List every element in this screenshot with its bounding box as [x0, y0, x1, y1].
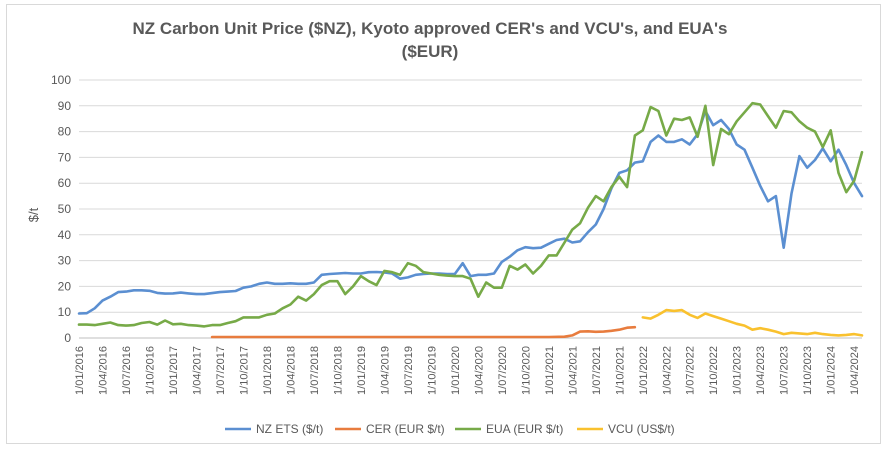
x-tick-label: 1/04/2021: [567, 346, 579, 395]
x-tick-label: 1/01/2016: [74, 346, 86, 395]
y-axis-label: $/t: [26, 207, 41, 222]
series-line-eua: [77, 101, 864, 328]
legend-label: EUA (EUR $/t): [486, 422, 563, 436]
series-line-nz: [77, 109, 864, 315]
x-tick-label: 1/04/2019: [379, 346, 391, 395]
x-tick-label: 1/04/2017: [191, 346, 203, 395]
x-tick-label: 1/04/2018: [285, 346, 297, 395]
x-tick-label: 1/07/2022: [685, 346, 697, 395]
y-tick-label: 60: [58, 176, 72, 190]
x-tick-label: 1/01/2021: [544, 346, 556, 395]
series-line-vcu: [641, 308, 864, 337]
chart-title-line2: ($EUR): [402, 42, 459, 61]
chart-title-line1: NZ Carbon Unit Price ($NZ), Kyoto approv…: [133, 19, 728, 38]
line-chart: NZ Carbon Unit Price ($NZ), Kyoto approv…: [26, 19, 864, 436]
x-tick-label: 1/04/2024: [849, 346, 861, 395]
x-tick-label: 1/01/2023: [732, 346, 744, 395]
chart-frame: NZ Carbon Unit Price ($NZ), Kyoto approv…: [6, 4, 881, 444]
gridlines: [79, 79, 862, 339]
x-tick-label: 1/10/2016: [144, 346, 156, 395]
legend: NZ ETS ($/t) CER (EUR $/t) EUA (EUR $/t) VC…: [225, 422, 675, 436]
x-tick-label: 1/07/2016: [121, 346, 133, 395]
x-tick-label: 1/10/2018: [332, 346, 344, 395]
x-tick-label: 1/10/2020: [520, 346, 532, 395]
x-tick-label: 1/01/2020: [450, 346, 462, 395]
x-tick-label: 1/01/2019: [356, 346, 368, 395]
y-tick-label: 40: [58, 228, 72, 242]
x-tick-label: 1/01/2022: [638, 346, 650, 395]
x-tick-label: 1/10/2019: [426, 346, 438, 395]
x-tick-label: 1/04/2022: [661, 346, 673, 395]
x-tick-label: 1/07/2021: [591, 346, 603, 395]
y-tick-label: 90: [58, 99, 72, 113]
y-tick-labels: 0 10 20 30 40 50 60 70 80 90 100: [51, 73, 71, 345]
x-tick-label: 1/07/2018: [309, 346, 321, 395]
x-tick-label: 1/10/2021: [614, 346, 626, 395]
y-tick-label: 10: [58, 305, 72, 319]
y-tick-label: 50: [58, 202, 72, 216]
legend-label: CER (EUR $/t): [366, 422, 445, 436]
x-tick-label: 1/04/2020: [473, 346, 485, 395]
series-line-cer: [210, 325, 637, 339]
y-tick-label: 70: [58, 150, 72, 164]
y-tick-label: 0: [64, 331, 71, 345]
x-tick-label: 1/07/2023: [779, 346, 791, 395]
series-lines: [77, 101, 864, 339]
x-tick-label: 1/04/2016: [97, 346, 109, 395]
x-tick-label: 1/01/2017: [168, 346, 180, 395]
x-tick-label: 1/04/2023: [755, 346, 767, 395]
x-tick-labels: 1/01/2016 1/04/2016 1/07/2016 1/10/2016 1/01…: [74, 346, 861, 395]
y-tick-label: 30: [58, 254, 72, 268]
y-tick-label: 20: [58, 279, 72, 293]
x-tick-label: 1/10/2017: [238, 346, 250, 395]
x-tick-label: 1/01/2018: [262, 346, 274, 395]
x-tick-label: 1/07/2019: [403, 346, 415, 395]
x-tick-label: 1/07/2017: [215, 346, 227, 395]
x-tick-label: 1/07/2020: [497, 346, 509, 395]
x-tick-label: 1/01/2024: [826, 346, 838, 395]
x-tick-label: 1/10/2023: [802, 346, 814, 395]
legend-label: NZ ETS ($/t): [256, 422, 323, 436]
legend-label: VCU (US$/t): [608, 422, 675, 436]
y-tick-label: 100: [51, 73, 71, 87]
x-tick-label: 1/10/2022: [708, 346, 720, 395]
y-tick-label: 80: [58, 125, 72, 139]
